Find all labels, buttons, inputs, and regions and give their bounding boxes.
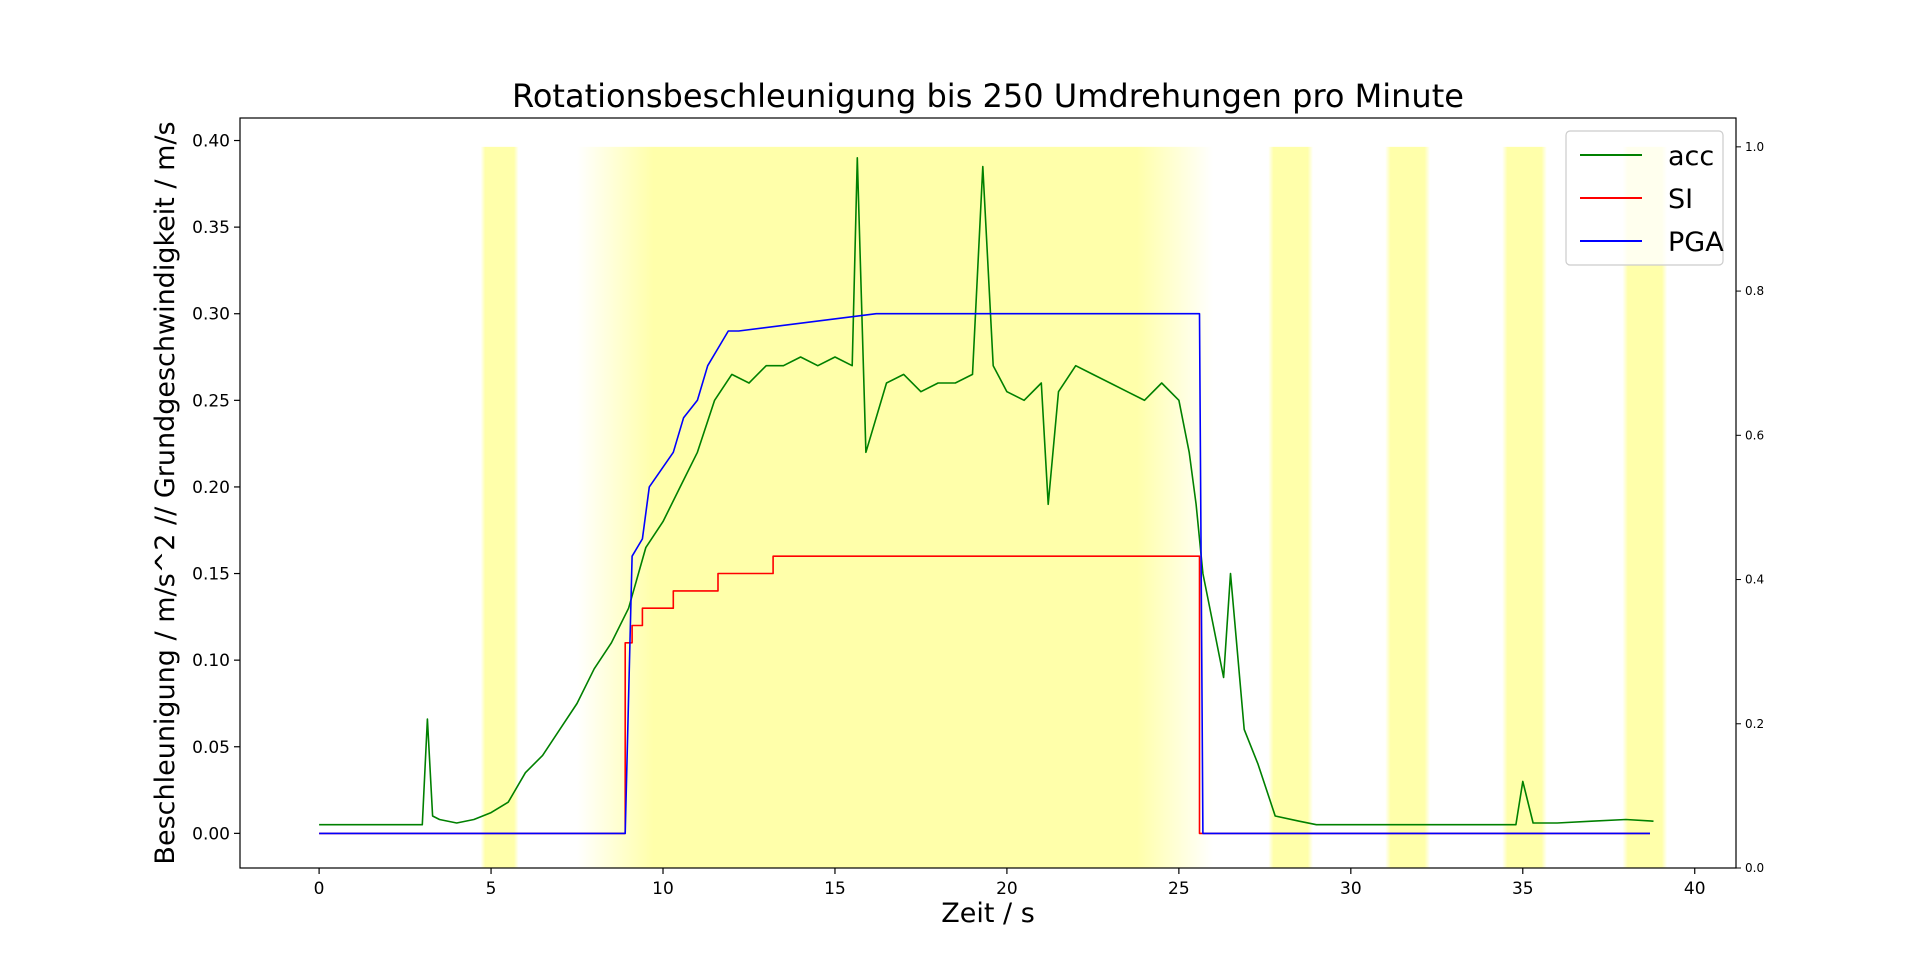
y-tick-label: 0.20	[192, 478, 230, 498]
y2-tick-label: 0.6	[1745, 428, 1764, 442]
highlight-band	[1268, 146, 1313, 868]
x-tick-label: 15	[824, 879, 846, 899]
x-axis: 0 5 10 15 20 25 30 35 40	[314, 868, 1706, 899]
legend-frame	[1565, 130, 1724, 266]
series-lines	[319, 157, 1654, 835]
highlight-band	[1385, 146, 1430, 868]
x-tick-label: 20	[996, 879, 1018, 899]
x-tick-label: 0	[314, 879, 325, 899]
legend-label-pga: PGA	[1668, 227, 1724, 258]
plot-frame	[239, 117, 1737, 869]
x-tick-label: 5	[486, 879, 497, 899]
highlight-band	[480, 146, 519, 868]
y-tick-label: 0.10	[192, 651, 230, 671]
y-axis-label: Beschleunigung / m/s^2 // Grundgeschwind…	[150, 121, 181, 864]
y-tick-label: 0.15	[192, 565, 230, 585]
y2-tick-label: 1.0	[1745, 140, 1764, 154]
series-line-si	[319, 555, 1650, 835]
y2-tick-label: 0.0	[1745, 861, 1764, 875]
y2-tick-label: 0.8	[1745, 284, 1764, 298]
y-tick-label: 0.30	[192, 305, 230, 325]
x-tick-label: 40	[1684, 879, 1706, 899]
legend-label-acc: acc	[1668, 141, 1714, 172]
series-line-pga	[319, 312, 1650, 835]
highlight-band	[1502, 146, 1547, 868]
y2-axis: 0.0 0.2 0.4 0.6 0.8 1.0	[1736, 140, 1764, 875]
y-tick-label: 0.35	[192, 218, 230, 238]
x-tick-label: 35	[1512, 879, 1534, 899]
legend-label-si: SI	[1668, 184, 1693, 215]
y-axis: 0.00 0.05 0.10 0.15 0.20 0.25 0.30 0.35 0.40	[192, 132, 240, 844]
y-tick-label: 0.40	[192, 132, 230, 152]
x-axis-label: Zeit / s	[941, 898, 1035, 929]
y2-tick-label: 0.4	[1745, 573, 1764, 587]
x-tick-label: 10	[652, 879, 674, 899]
y-tick-label: 0.05	[192, 738, 230, 758]
highlight-band	[577, 146, 1214, 868]
y2-tick-label: 0.2	[1745, 717, 1764, 731]
highlight-bands	[480, 146, 1668, 868]
x-tick-label: 30	[1340, 879, 1362, 899]
series-line-acc	[319, 157, 1654, 826]
x-tick-label: 25	[1168, 879, 1190, 899]
highlight-band	[1622, 146, 1668, 868]
y-tick-label: 0.00	[192, 824, 230, 844]
chart-title: Rotationsbeschleunigung bis 250 Umdrehun…	[512, 77, 1464, 115]
legend: acc SI PGA	[1565, 130, 1724, 266]
y-tick-label: 0.25	[192, 391, 230, 411]
